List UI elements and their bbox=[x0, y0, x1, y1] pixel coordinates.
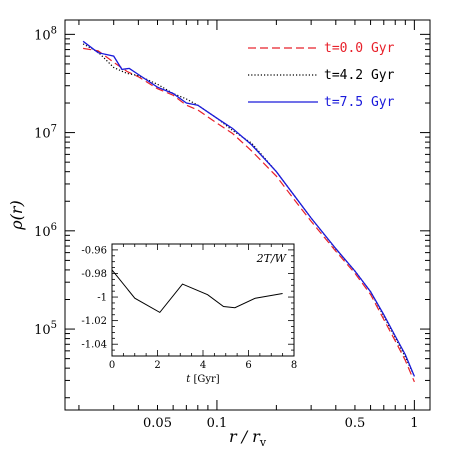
inset-x-tick-label: 4 bbox=[200, 360, 206, 371]
y-tick-label: 107 bbox=[34, 124, 57, 142]
y-tick-label: 108 bbox=[34, 25, 57, 43]
inset-plot: 0 2 4 6 8 -0.96 -0.98 -1 -1.02 -1.04 2T/W t [Gyr] bbox=[81, 243, 297, 385]
x-tick-label: 1 bbox=[410, 416, 418, 431]
inset-y-tick-label: -1.04 bbox=[81, 340, 107, 351]
main-plot-frame bbox=[64, 19, 431, 411]
legend-label-2: t=7.5 Gyr bbox=[324, 95, 395, 110]
inset-x-axis-label: t [Gyr] bbox=[186, 374, 220, 385]
inset-x-tick-label: 6 bbox=[245, 360, 251, 371]
legend-label-0: t=0.0 Gyr bbox=[324, 41, 395, 56]
series-line-0 bbox=[83, 47, 415, 383]
inset-series-line-0 bbox=[111, 269, 283, 314]
legend: t=0.0 Gyr t=4.2 Gyr t=7.5 Gyr bbox=[248, 41, 395, 110]
inset-y-tick-label: -0.96 bbox=[81, 245, 107, 256]
x-tick-label: 0.5 bbox=[345, 416, 366, 431]
y-axis-label: ρ(r) bbox=[7, 200, 26, 231]
series-line-2 bbox=[82, 40, 415, 377]
x-tick-label: 0.05 bbox=[143, 416, 172, 431]
inset-x-tick-label: 0 bbox=[109, 360, 115, 371]
inset-x-tick-label: 8 bbox=[291, 360, 297, 371]
legend-label-1: t=4.2 Gyr bbox=[324, 68, 395, 83]
y-tick-label: 105 bbox=[34, 320, 57, 338]
inset-background bbox=[112, 244, 294, 356]
inset-annotation: 2T/W bbox=[256, 252, 288, 265]
inset-series-group bbox=[111, 269, 283, 314]
inset-y-tick-label: -1.02 bbox=[81, 316, 107, 327]
y-tick-label: 106 bbox=[34, 222, 57, 240]
main-plot: 0.05 0.1 0.5 1 108 107 106 105 t=0.0 Gyr t=4.2 G… bbox=[7, 19, 431, 449]
inset-y-tick-label: -0.98 bbox=[81, 269, 107, 280]
inset-y-tick-label: -1 bbox=[97, 293, 107, 304]
main-axis-ticks: 0.05 0.1 0.5 1 108 107 106 105 bbox=[34, 20, 430, 431]
x-tick-label: 0.1 bbox=[207, 416, 228, 431]
main-series-group bbox=[82, 40, 415, 383]
inset-x-tick-label: 2 bbox=[154, 360, 160, 371]
x-axis-label: r / rv bbox=[229, 427, 267, 449]
inset-axis-ticks: 0 2 4 6 8 -0.96 -0.98 -1 -1.02 -1.04 bbox=[81, 243, 297, 371]
